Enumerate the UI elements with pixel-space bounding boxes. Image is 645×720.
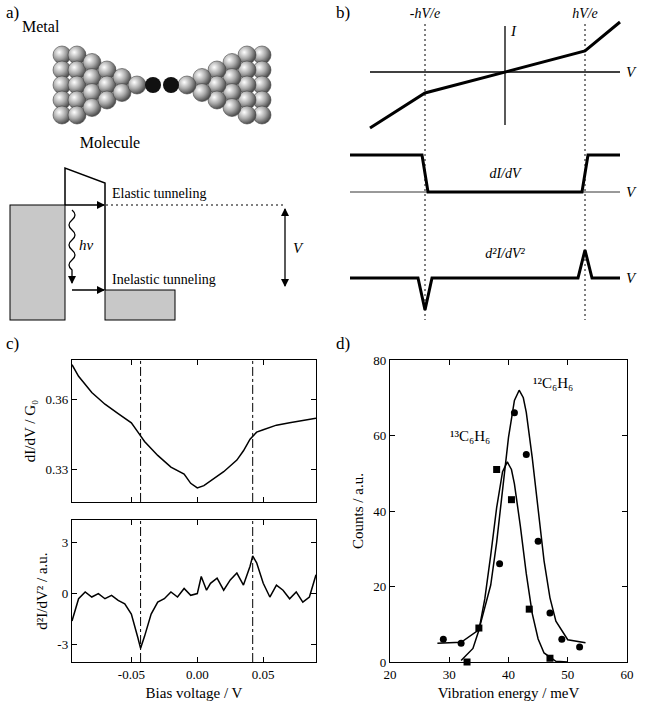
svg-text:dI/dV: dI/dV — [489, 166, 522, 181]
svg-text:20: 20 — [384, 667, 397, 682]
svg-text:Vibration energy / meV: Vibration energy / meV — [438, 685, 580, 701]
html-text:c): c) — [6, 334, 20, 353]
svg-text:dI/dV / G₀: dI/dV / G₀ — [22, 400, 38, 462]
svg-text:60: 60 — [373, 428, 386, 443]
html-text:d): d) — [336, 334, 351, 353]
svg-text:Inelastic tunneling: Inelastic tunneling — [112, 272, 216, 287]
svg-text:a): a) — [6, 3, 19, 22]
svg-text:Metal: Metal — [22, 18, 60, 35]
svg-text:0.33: 0.33 — [45, 462, 68, 477]
svg-text:50: 50 — [561, 667, 574, 682]
svg-text:20: 20 — [373, 579, 386, 594]
svg-text:V: V — [293, 240, 304, 256]
svg-text:30: 30 — [443, 667, 456, 682]
svg-text:I: I — [510, 23, 517, 39]
svg-text:-hV/e: -hV/e — [410, 6, 440, 21]
svg-text:80: 80 — [373, 353, 386, 368]
svg-text:d²I/dV² / a.u.: d²I/dV² / a.u. — [34, 552, 50, 629]
svg-text:V: V — [626, 270, 637, 286]
svg-text:hv: hv — [79, 237, 94, 253]
svg-text:3: 3 — [62, 535, 69, 550]
svg-text:0.00: 0.00 — [186, 667, 209, 682]
svg-text:0: 0 — [380, 655, 387, 670]
svg-text:0.36: 0.36 — [45, 392, 68, 407]
svg-text:V: V — [626, 64, 637, 80]
svg-text:40: 40 — [373, 504, 386, 519]
svg-text:Counts / a.u.: Counts / a.u. — [350, 473, 366, 549]
svg-text:¹³C₆H₆: ¹³C₆H₆ — [450, 428, 490, 444]
svg-text:Molecule: Molecule — [80, 134, 140, 151]
svg-text:V: V — [626, 184, 637, 200]
svg-text:0: 0 — [62, 586, 69, 601]
svg-text:-3: -3 — [57, 637, 68, 652]
svg-text:d²I/dV²: d²I/dV² — [485, 246, 525, 261]
svg-text:Elastic tunneling: Elastic tunneling — [112, 186, 206, 201]
svg-text:40: 40 — [502, 667, 515, 682]
svg-text:0.05: 0.05 — [252, 667, 275, 682]
svg-text:-0.05: -0.05 — [118, 667, 145, 682]
svg-text:b): b) — [336, 3, 350, 22]
svg-text:60: 60 — [621, 667, 634, 682]
svg-text:¹²C₆H₆: ¹²C₆H₆ — [533, 375, 573, 391]
svg-text:hV/e: hV/e — [572, 6, 598, 21]
svg-text:Bias voltage / V: Bias voltage / V — [146, 685, 243, 701]
